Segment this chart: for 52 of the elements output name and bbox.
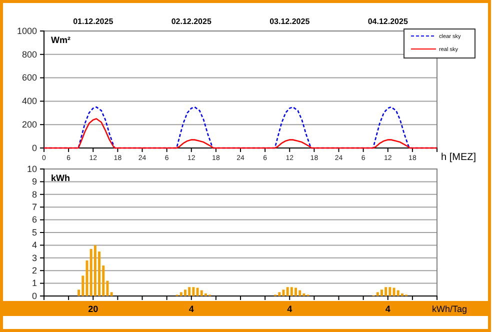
y-tick-label: 3	[32, 252, 37, 263]
text: 4	[188, 304, 194, 314]
x2-tick-label: 01.12.2025	[73, 17, 114, 26]
y-tick-label: 5	[32, 227, 37, 238]
bar	[380, 290, 383, 296]
bar	[188, 287, 191, 296]
bar	[200, 290, 203, 296]
y-tick-label: 8	[32, 189, 37, 200]
x2-tick-label: 02.12.2025	[171, 17, 212, 26]
bar	[290, 287, 293, 296]
y-tick-label: 2	[32, 265, 37, 276]
bar	[302, 293, 306, 296]
bar	[110, 292, 113, 296]
bar	[400, 293, 404, 296]
bar	[298, 290, 302, 296]
bar	[278, 292, 281, 296]
y-tick-label: 400	[22, 96, 37, 106]
bar	[192, 287, 195, 296]
bar	[184, 290, 186, 296]
y-tick-label: 600	[22, 72, 37, 83]
bar	[90, 249, 92, 296]
x2-tick-label: 04.12.2025	[368, 17, 408, 26]
y-tick-label: 4	[32, 240, 37, 250]
y-tick-label: 1	[32, 278, 37, 288]
bar	[388, 287, 392, 296]
y-tick-label: 1000	[16, 26, 37, 36]
text: 20	[88, 304, 98, 314]
bar	[396, 290, 400, 296]
text: 4	[385, 304, 390, 314]
bar	[180, 292, 182, 296]
x2-tick-label: 03.12.2025	[270, 17, 310, 26]
line-series	[43, 118, 438, 149]
x-axis-title: h [MEZ]	[441, 152, 476, 163]
bar	[94, 245, 96, 296]
y-tick-label: 9	[32, 176, 37, 187]
bar	[384, 287, 388, 296]
bar	[294, 288, 297, 296]
y-tick-label: 200	[22, 119, 37, 130]
bar	[376, 292, 379, 296]
y-tick-label: 0	[32, 142, 37, 153]
y-tick-label: 10	[26, 164, 37, 174]
bar	[286, 287, 289, 296]
y-tick-label: 6	[32, 214, 37, 225]
y-tick-label: 800	[22, 49, 37, 60]
y-axis-title: kWh	[51, 173, 70, 183]
bar	[82, 276, 84, 296]
text: 4	[287, 304, 292, 314]
text: kWh/Tag	[432, 304, 468, 314]
y-tick-label: 7	[32, 202, 37, 212]
y-axis-title: Wm²	[51, 35, 70, 45]
y-tick-label: 0	[32, 290, 37, 301]
bar	[204, 293, 207, 296]
